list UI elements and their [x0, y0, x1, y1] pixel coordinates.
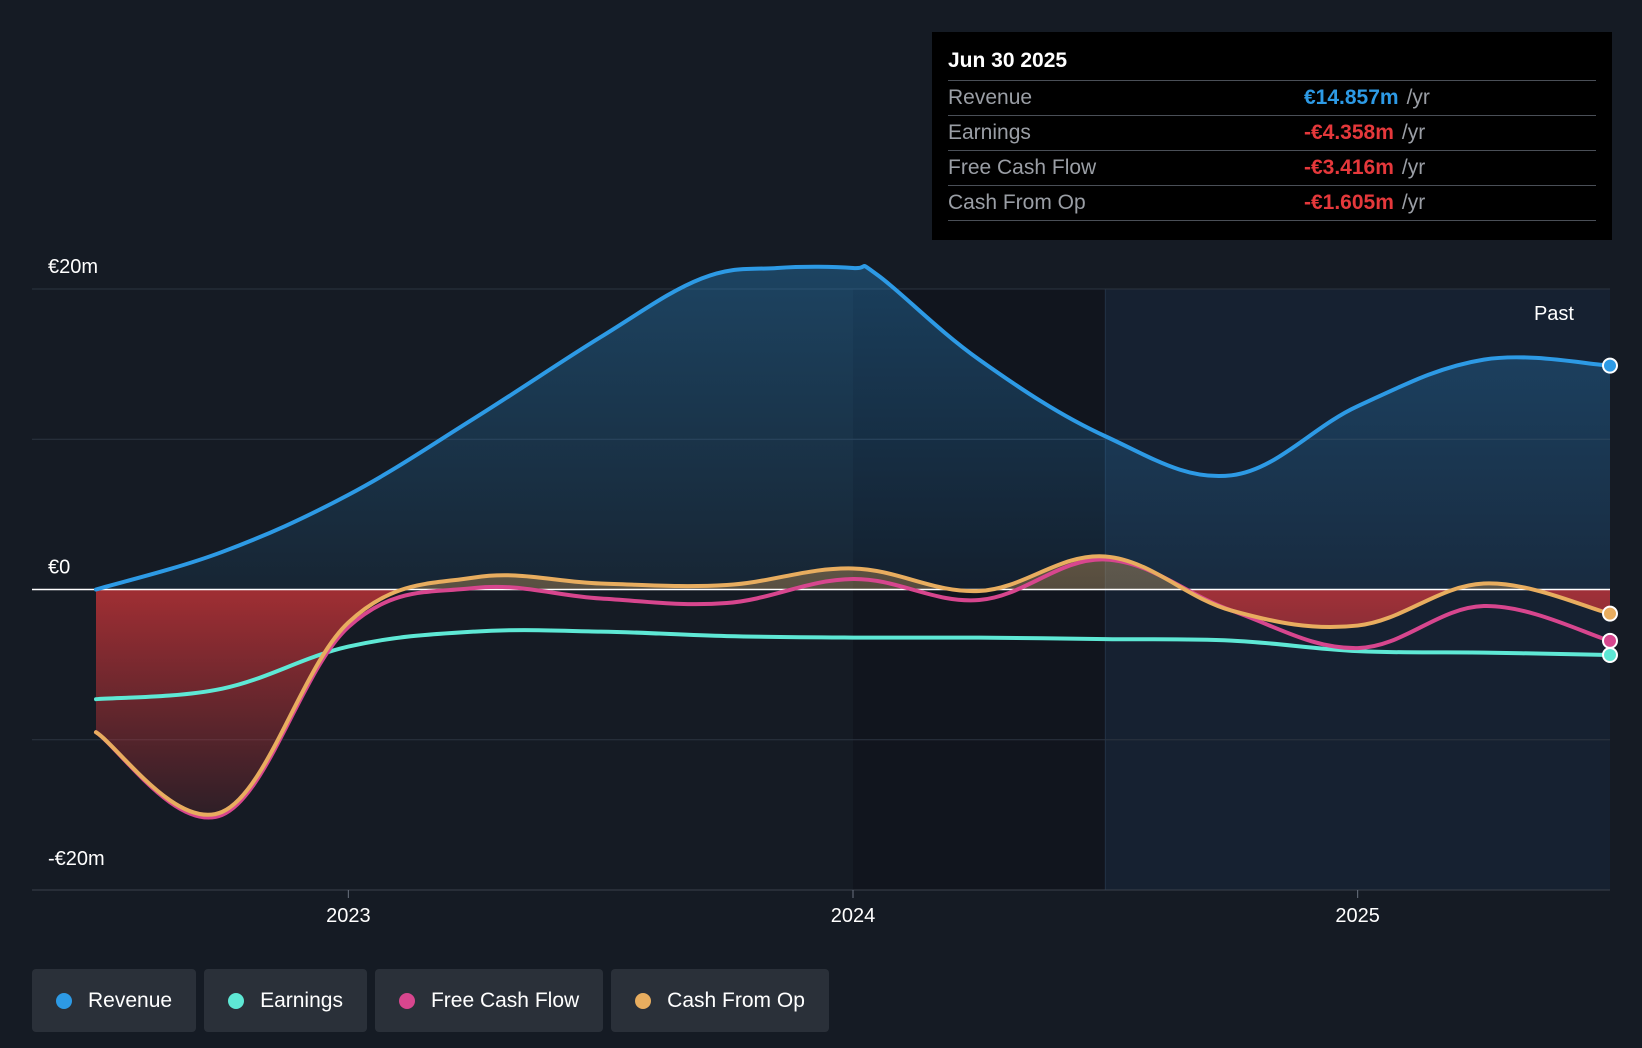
y-axis: €20m €0 -€20m [48, 256, 105, 870]
legend: Revenue Earnings Free Cash Flow Cash Fro… [32, 969, 829, 1032]
tooltip-unit: /yr [1406, 86, 1430, 109]
legend-label: Earnings [260, 988, 343, 1012]
tooltip-unit: /yr [1401, 191, 1426, 214]
earnings-line [94, 628, 1612, 702]
tooltip-value: -€1.605m [1304, 191, 1394, 214]
tooltip-row-earnings: Earnings -€4.358m /yr [948, 116, 1596, 151]
earnings-end-point [1602, 646, 1618, 663]
x-tick-label: 2024 [831, 905, 876, 927]
cash-from-op-dot-icon [635, 992, 652, 1009]
legend-item-cash-from-op[interactable]: Cash From Op [611, 969, 829, 1032]
free-cash-flow-dot-icon [398, 992, 415, 1009]
revenue-line [94, 264, 1612, 592]
y-tick-label: €20m [48, 256, 98, 278]
y-tick-label: €0 [48, 557, 70, 579]
legend-label: Free Cash Flow [430, 988, 580, 1012]
cash-from-op-line [94, 554, 1612, 817]
tooltip-row-free-cash-flow: Free Cash Flow -€3.416m /yr [948, 151, 1596, 186]
revenue-dot-icon [56, 992, 72, 1009]
tooltip-row-revenue: Revenue €14.857m /yr [948, 81, 1596, 116]
legend-item-earnings[interactable]: Earnings [204, 969, 367, 1032]
tooltip-unit: /yr [1401, 156, 1426, 179]
revenue-area [96, 265, 1610, 590]
tooltip-label: Earnings [948, 121, 1031, 144]
tooltip-value: -€4.358m [1304, 121, 1394, 144]
legend-label: Revenue [88, 988, 173, 1012]
tooltip-label: Revenue [948, 86, 1033, 109]
end-points [1602, 357, 1618, 663]
tooltip-value: €14.857m [1304, 86, 1399, 109]
x-tick-label: 2025 [1335, 905, 1380, 927]
y-tick-label: -€20m [48, 848, 105, 870]
past-label: Past [1534, 303, 1574, 325]
tooltip-label: Free Cash Flow [948, 156, 1097, 179]
x-tick-label: 2023 [326, 905, 371, 927]
tooltip-unit: /yr [1401, 121, 1426, 144]
x-axis: 2023 2024 2025 [326, 890, 1380, 927]
tooltip-label: Cash From Op [948, 191, 1086, 214]
tooltip-date: Jun 30 2025 [948, 46, 1596, 81]
cash-from-op-negative-area [96, 589, 1610, 815]
earnings-dot-icon [228, 992, 245, 1009]
revenue-end-point [1602, 357, 1618, 374]
cash-from-op-end-point [1602, 605, 1618, 622]
series-lines [94, 264, 1612, 820]
tooltip: Jun 30 2025 Revenue €14.857m /yr Earning… [932, 32, 1612, 240]
free-cash-flow-end-point [1602, 632, 1618, 649]
legend-item-revenue[interactable]: Revenue [32, 969, 197, 1032]
cash-from-op-positive-area [404, 556, 1532, 589]
legend-label: Cash From Op [667, 988, 805, 1012]
tooltip-value: -€3.416m [1304, 156, 1394, 179]
legend-item-free-cash-flow[interactable]: Free Cash Flow [374, 969, 604, 1032]
tooltip-row-cash-from-op: Cash From Op -€1.605m /yr [948, 186, 1596, 221]
